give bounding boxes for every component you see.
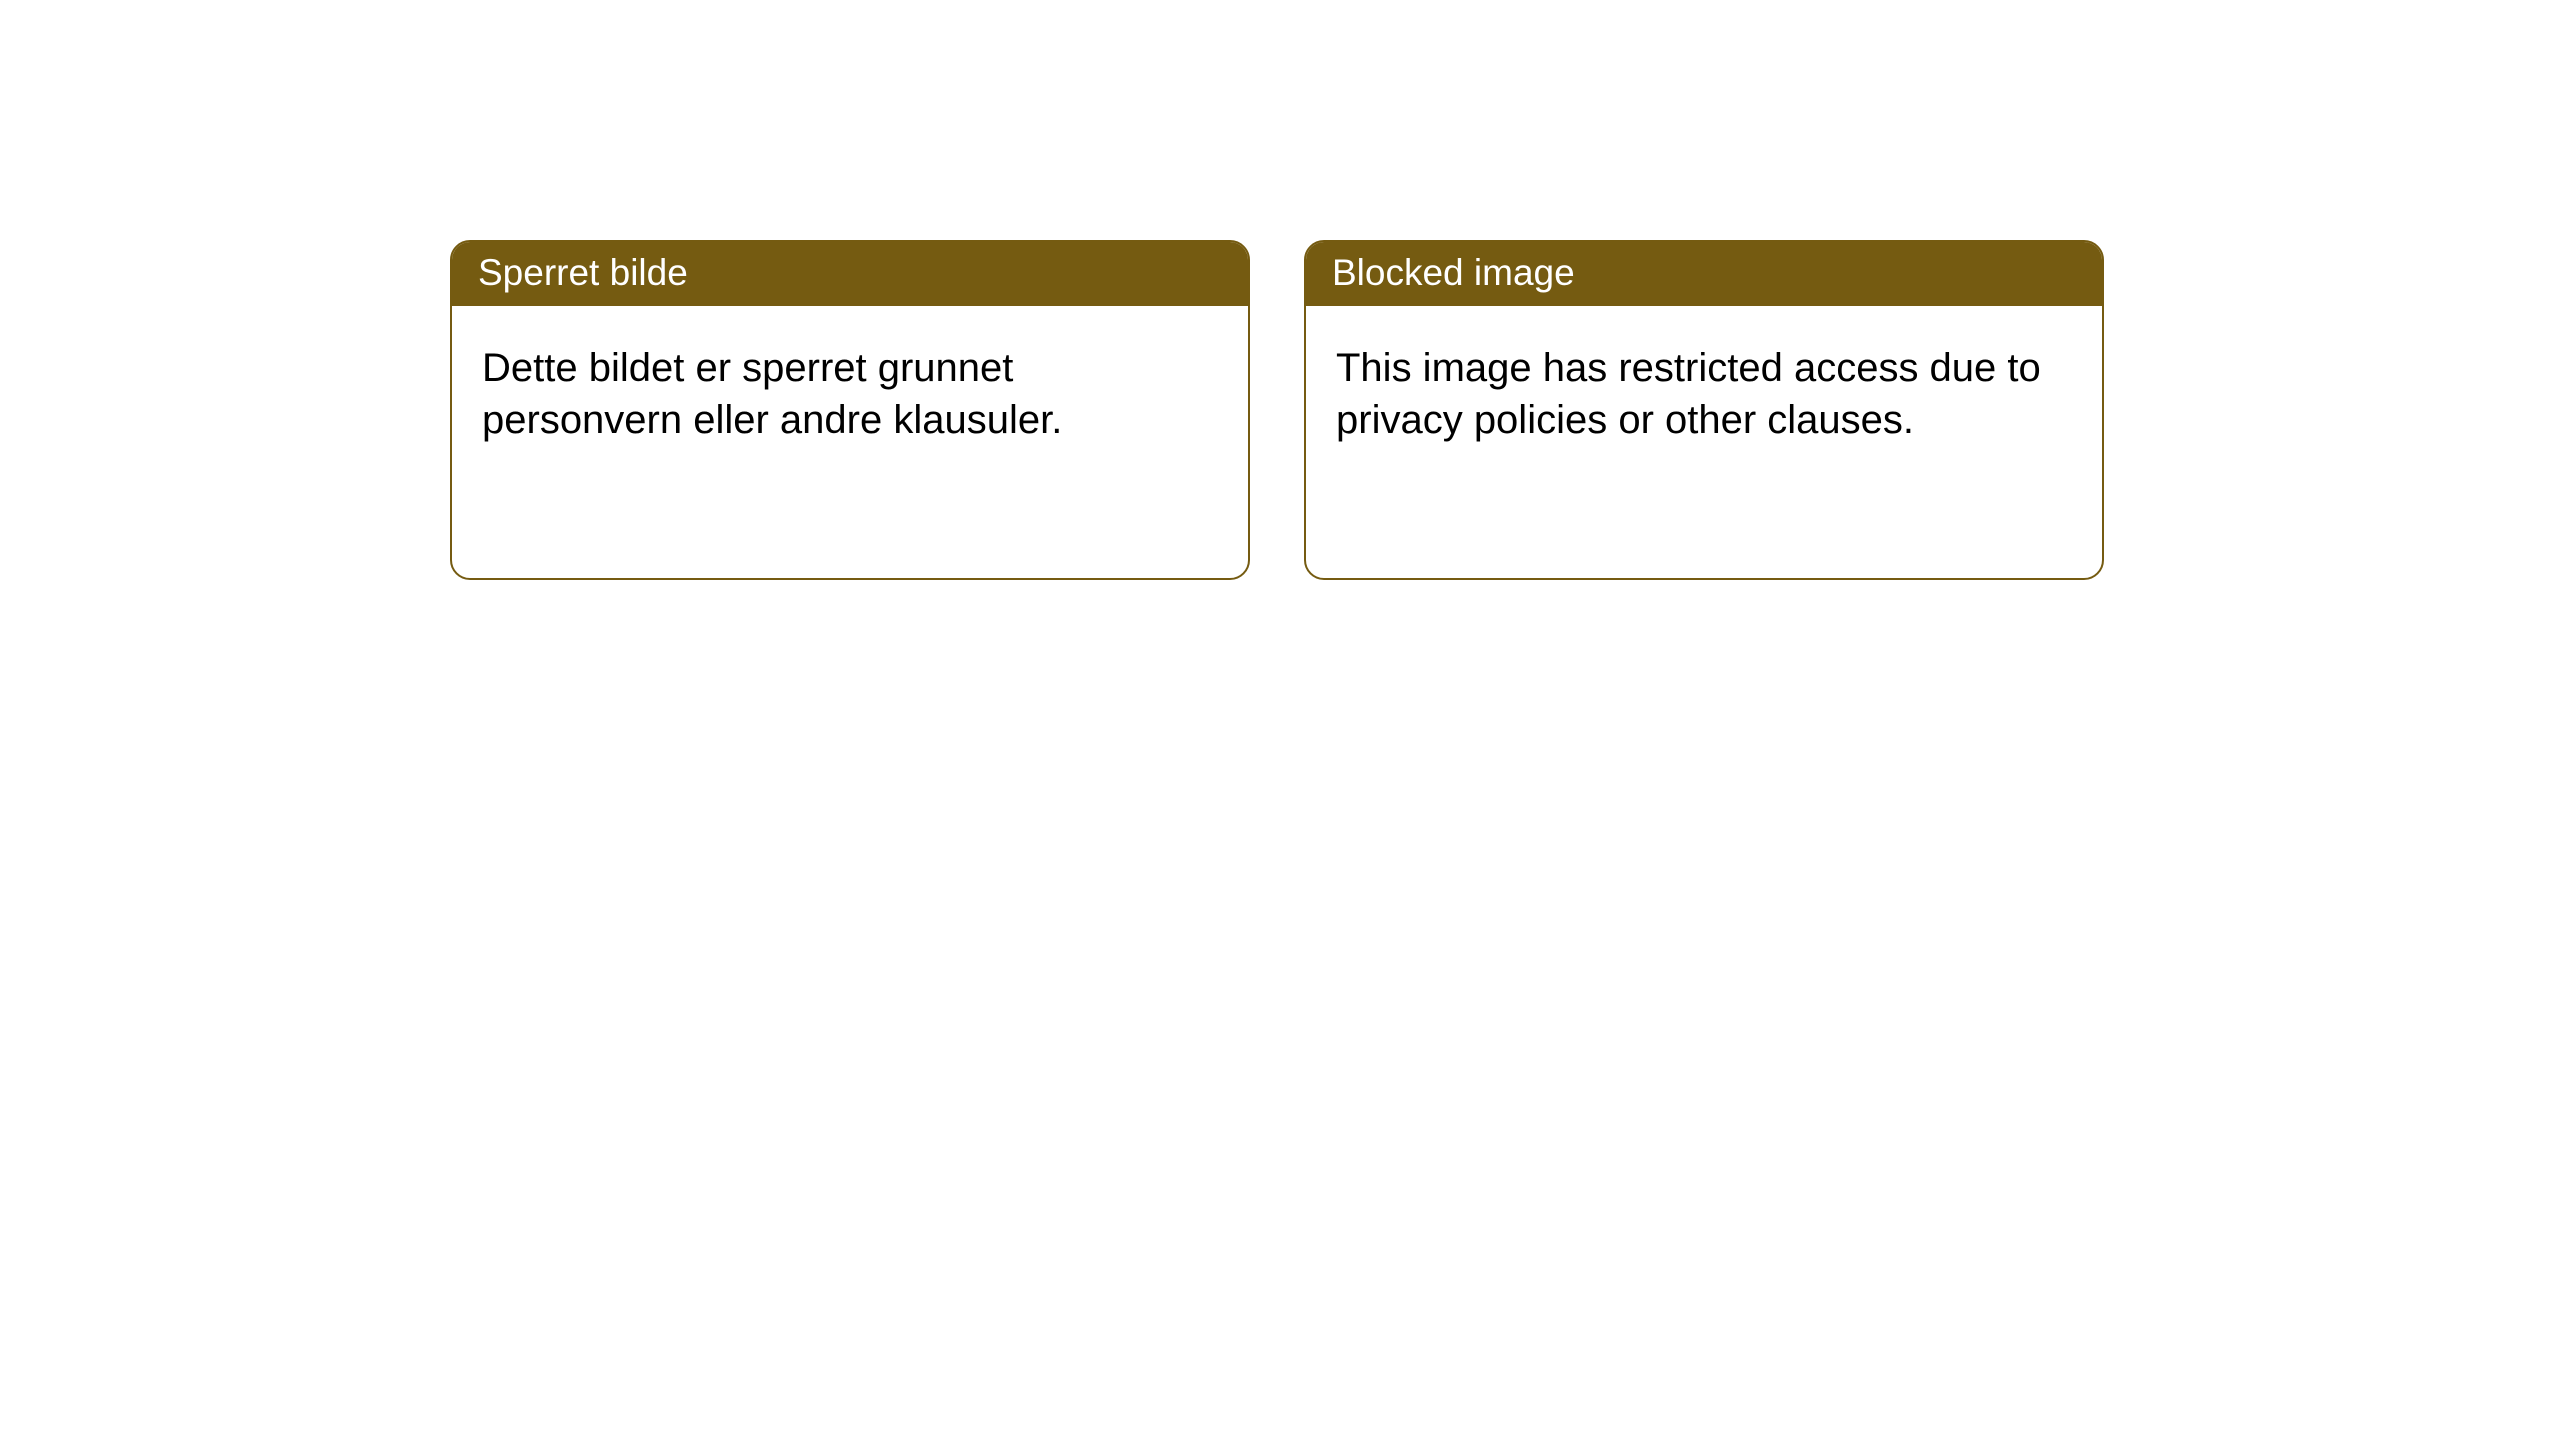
card-body-no: Dette bildet er sperret grunnet personve… <box>452 306 1248 482</box>
blocked-image-card-en: Blocked image This image has restricted … <box>1304 240 2104 580</box>
notice-container: Sperret bilde Dette bildet er sperret gr… <box>0 0 2560 580</box>
card-title-en: Blocked image <box>1306 242 2102 306</box>
blocked-image-card-no: Sperret bilde Dette bildet er sperret gr… <box>450 240 1250 580</box>
card-body-en: This image has restricted access due to … <box>1306 306 2102 482</box>
card-title-no: Sperret bilde <box>452 242 1248 306</box>
